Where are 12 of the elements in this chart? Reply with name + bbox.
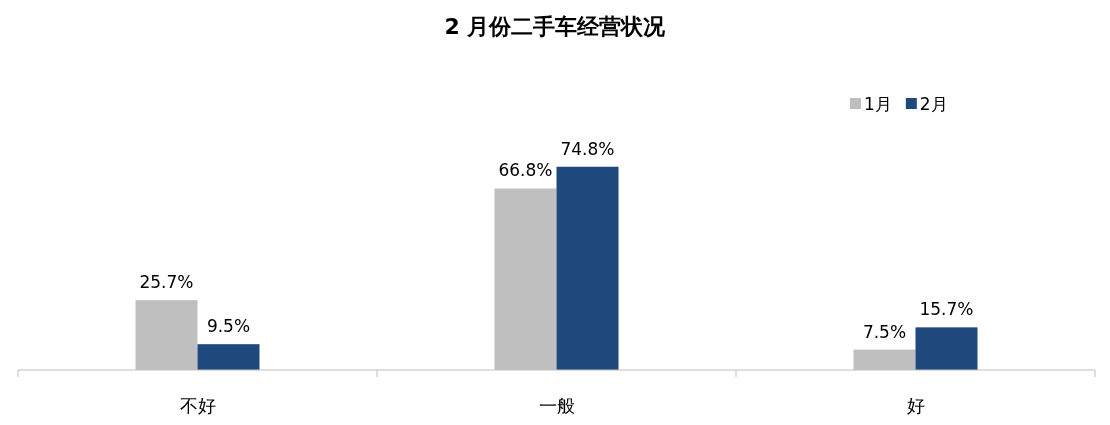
- data-label: 15.7%: [919, 299, 974, 320]
- x-tick-label: 好: [906, 395, 925, 416]
- legend-label: 1月: [864, 94, 892, 114]
- data-label: 9.5%: [206, 316, 251, 337]
- data-label: 74.8%: [560, 138, 615, 159]
- legend-label: 2月: [919, 94, 948, 114]
- chart-title: 2 月份二手车经营状况: [444, 14, 667, 39]
- data-label: 7.5%: [862, 321, 907, 342]
- x-tick-label: 一般: [538, 395, 575, 416]
- x-tick-label: 不好: [179, 395, 216, 416]
- data-label: 25.7%: [139, 272, 194, 293]
- data-label: 66.8%: [498, 160, 553, 181]
